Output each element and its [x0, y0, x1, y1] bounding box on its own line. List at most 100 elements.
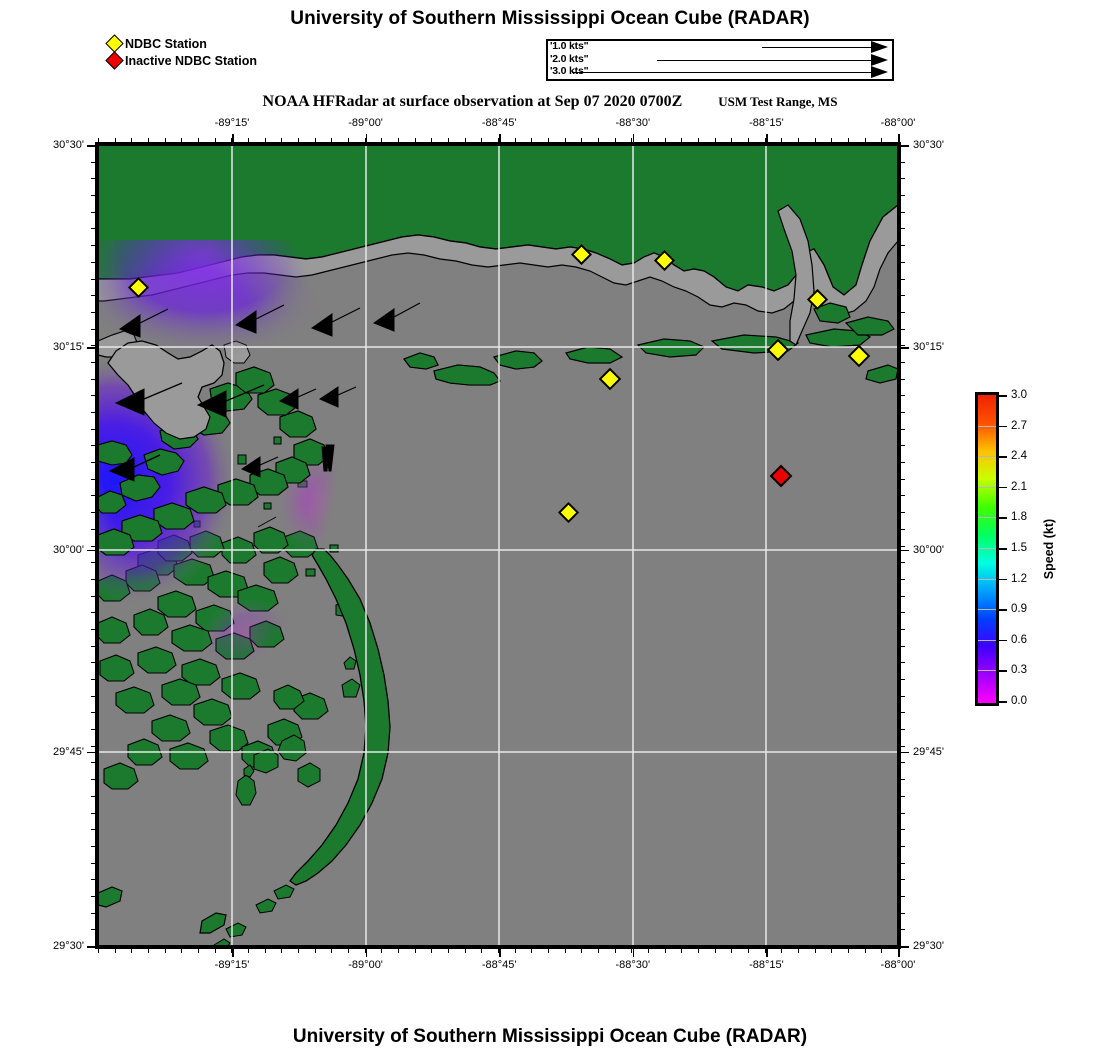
colorbar-tick — [999, 395, 1007, 397]
colorbar-gridline — [978, 517, 996, 519]
y-axis-label-right: 29°45' — [913, 745, 944, 758]
y-axis-label-left: 30°15' — [53, 341, 84, 354]
y-axis-label-right: 30°00' — [913, 543, 944, 556]
colorbar-tick-label: 1.8 — [1011, 511, 1027, 524]
colorbar-tick — [999, 639, 1007, 642]
legend-label-ndbc-station: NDBC Station — [125, 36, 207, 51]
footer-title: University of Southern Mississippi Ocean… — [292, 1026, 808, 1047]
colorbar-tick — [999, 670, 1007, 672]
y-axis-label-left: 30°30' — [53, 139, 84, 151]
vector-arrow — [257, 516, 277, 528]
station-mobile-bay[interactable] — [806, 288, 828, 310]
station-pascagoula[interactable] — [653, 249, 675, 271]
colorbar-tick-label: 3.0 — [1011, 389, 1027, 401]
vector-scale-legend: '1.0 kts" '2.0 kts" '3.0 kts" — [546, 39, 894, 81]
y-axis-label-right: 30°30' — [913, 139, 944, 151]
x-axis-label-top: -88°15' — [749, 117, 784, 129]
y-axis-label-left: 29°30' — [53, 940, 84, 952]
vector-scale-row-3: '3.0 kts" — [548, 65, 892, 79]
colorbar-tick-label: 0.3 — [1011, 664, 1027, 677]
map-container[interactable]: -89°15' -89°15' -89°00' -89°00' -88°45' -88°4… — [53, 117, 944, 971]
vector-arrow — [118, 308, 169, 338]
x-axis-label-top: -88°30' — [615, 117, 651, 129]
x-axis-label-top: -88°45' — [481, 117, 517, 129]
station-inactive-offshore[interactable] — [769, 464, 793, 488]
vector-arrow-low-speed — [321, 444, 335, 472]
x-axis-label-top: -89°15' — [214, 117, 250, 129]
y-axis-label-left: 30°00' — [53, 543, 84, 556]
colorbar-gridline — [978, 456, 996, 458]
y-axis-label-left: 29°45' — [53, 745, 84, 758]
breton-island — [98, 886, 123, 908]
vector-scale-line-3 — [572, 72, 872, 74]
colorbar-gridline — [978, 578, 996, 580]
vector-arrow — [372, 302, 421, 332]
station-gulfport[interactable] — [570, 243, 592, 265]
coastal-strip — [98, 204, 898, 316]
colorbar-tick-label: 0.6 — [1011, 633, 1027, 646]
x-axis-label-top: -88°00' — [880, 117, 916, 129]
station-dauphin-island-east[interactable] — [847, 344, 871, 368]
x-axis-label-bottom: -88°45' — [481, 959, 517, 971]
colorbar-tick-label: 0.9 — [1011, 603, 1027, 616]
station-bay-st-louis[interactable] — [127, 276, 149, 298]
colorbar-tick-label: 2.7 — [1011, 419, 1027, 432]
vector-scale-label-2: '2.0 kts" — [550, 52, 589, 65]
colorbar: 3.0 2.7 2.4 2.1 1.8 1.5 1.2 0.9 0.6 0.3 0.0 Speed … — [975, 389, 1056, 707]
diamond-marker-icon — [105, 51, 124, 70]
current-vectors — [108, 302, 421, 528]
colorbar-gridline — [978, 609, 996, 611]
vector-scale-label-3: '3.0 kts" — [550, 65, 589, 78]
legend-label-inactive-ndbc-station: Inactive NDBC Station — [125, 53, 257, 68]
vector-scale-line-1 — [762, 47, 872, 48]
map-subtitle: NOAA HFRadar at surface observation at S… — [0, 93, 1100, 111]
colorbar-gridline — [978, 425, 996, 427]
x-axis-label-bottom: -88°00' — [880, 959, 916, 971]
colorbar-title: Speed (kt) — [1042, 518, 1056, 580]
station-ship-island[interactable] — [598, 367, 622, 391]
subtitle-site-text: USM Test Range, MS — [718, 94, 838, 109]
colorbar-tick-label: 0.0 — [1011, 695, 1027, 707]
map-canvas[interactable] — [98, 145, 898, 946]
x-axis-label-bottom: -89°15' — [214, 959, 250, 971]
station-legend: NDBC Station Inactive NDBC Station — [105, 34, 257, 70]
subtitle-text: NOAA HFRadar at surface observation at S… — [262, 93, 683, 110]
page-title: University of Southern Mississippi Ocean… — [290, 8, 810, 29]
vector-arrow — [318, 386, 357, 408]
vector-scale-line-2 — [657, 59, 872, 61]
legend-item-inactive-ndbc-station: Inactive NDBC Station — [105, 51, 257, 70]
vector-arrow — [196, 384, 265, 418]
station-offshore-south[interactable] — [557, 501, 579, 523]
colorbar-tick-label: 2.4 — [1011, 450, 1027, 463]
x-axis-label-bottom: -88°15' — [749, 959, 784, 971]
vector-arrow — [108, 454, 161, 482]
colorbar-tick-label: 1.5 — [1011, 542, 1027, 554]
vector-scale-row-2: '2.0 kts" — [548, 52, 892, 67]
station-dauphin-island-west[interactable] — [766, 338, 790, 362]
legend-item-ndbc-station: NDBC Station — [105, 34, 257, 53]
station-markers — [98, 145, 898, 946]
colorbar-tick — [999, 609, 1007, 611]
diamond-marker-icon — [105, 34, 124, 53]
x-axis-label-bottom: -89°00' — [348, 959, 383, 971]
colorbar-tick — [999, 425, 1007, 428]
colorbar-gradient — [975, 392, 999, 706]
vector-scale-arrowhead-1 — [871, 41, 888, 53]
colorbar-tick — [999, 578, 1007, 581]
vector-arrow — [240, 456, 279, 478]
colorbar-gridline — [978, 548, 996, 549]
vector-scale-arrowhead-2 — [871, 53, 888, 66]
colorbar-gridline — [978, 670, 996, 672]
colorbar-ramp — [978, 395, 996, 703]
colorbar-tick — [999, 456, 1007, 458]
vector-arrow — [114, 382, 183, 416]
chandeleur-detail — [213, 734, 321, 946]
colorbar-gridline — [978, 639, 996, 641]
colorbar-tick — [999, 486, 1007, 489]
colorbar-tick-label: 2.1 — [1011, 480, 1027, 493]
y-axis-label-right: 30°15' — [913, 341, 944, 354]
vector-arrow — [310, 307, 361, 337]
south-island-tail — [199, 912, 227, 934]
x-axis-label-bottom: -88°30' — [615, 959, 651, 971]
mobile-bay-shoreline — [777, 204, 815, 346]
